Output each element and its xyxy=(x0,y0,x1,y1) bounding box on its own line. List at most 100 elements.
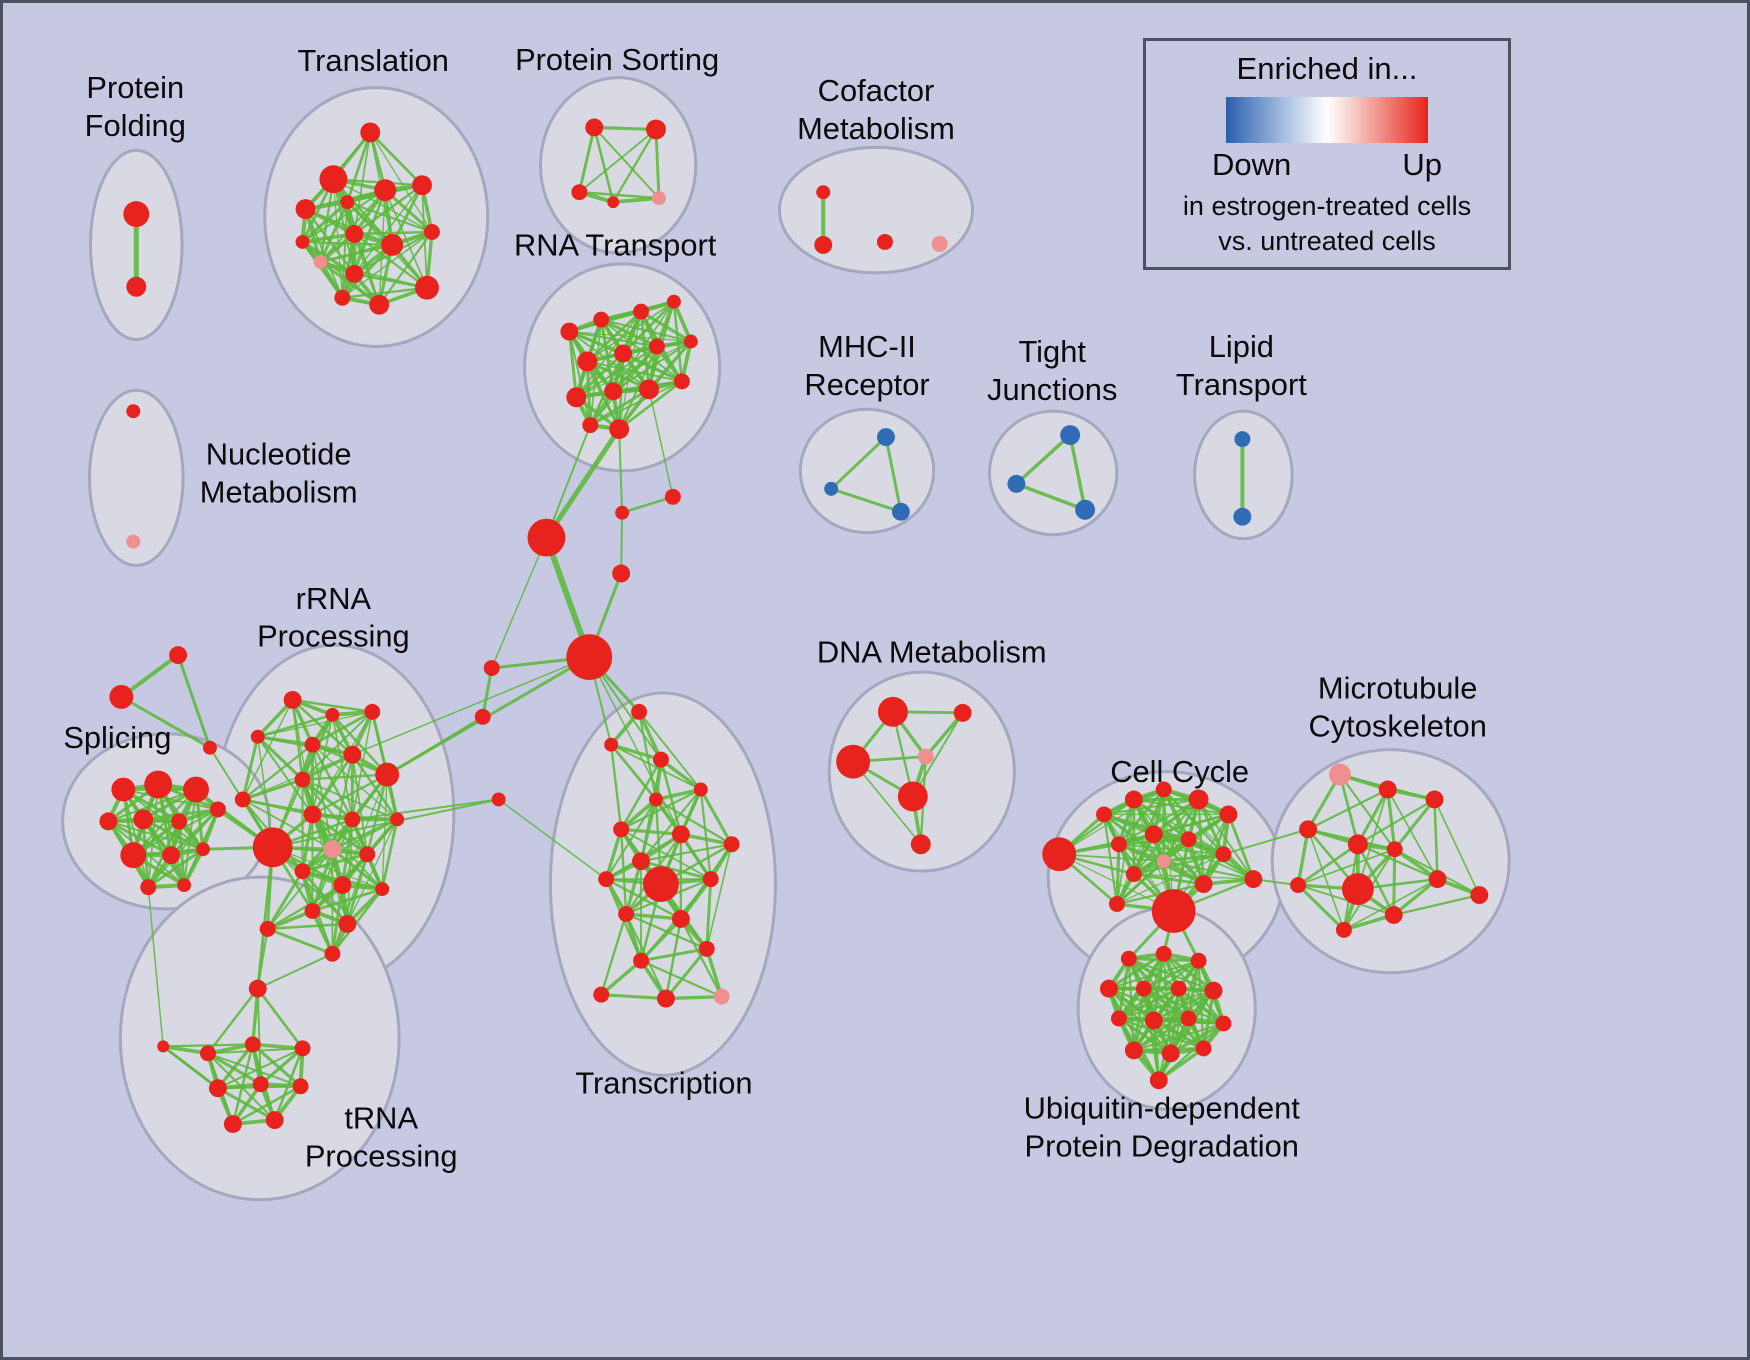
network-edge xyxy=(620,495,675,514)
network-edge xyxy=(353,184,423,275)
network-edge xyxy=(1356,798,1436,846)
network-edge xyxy=(251,1042,305,1051)
network-node xyxy=(713,988,730,1005)
network-node xyxy=(604,382,623,401)
network-edge xyxy=(605,798,657,881)
network-node xyxy=(1428,870,1447,889)
network-edge xyxy=(568,330,592,427)
network-node xyxy=(319,165,348,194)
network-node xyxy=(1470,886,1489,905)
network-node xyxy=(183,776,209,803)
network-edge xyxy=(592,125,658,131)
network-node xyxy=(334,289,351,306)
cluster-label-lipid: Transport xyxy=(1176,367,1307,402)
network-node xyxy=(169,646,188,665)
network-edge xyxy=(1392,847,1397,917)
network-node xyxy=(99,812,118,831)
network-node xyxy=(633,303,650,320)
network-node xyxy=(1156,854,1171,869)
network-edge xyxy=(256,845,275,991)
network-node xyxy=(283,690,302,709)
cluster-label-translation: Translation xyxy=(297,43,449,78)
network-edge xyxy=(351,656,591,756)
network-edge xyxy=(332,178,433,233)
network-node xyxy=(566,387,587,408)
network-edge xyxy=(1107,959,1200,990)
network-node xyxy=(369,294,390,315)
network-edge xyxy=(924,711,965,759)
network-edge xyxy=(639,859,713,881)
network-edge xyxy=(648,388,674,498)
network-edge xyxy=(1132,872,1205,886)
network-node xyxy=(1110,836,1127,853)
cluster-ellipse-mhc xyxy=(798,407,936,535)
network-edge xyxy=(366,773,389,856)
cluster-label-folding: Protein xyxy=(86,70,184,105)
network-node xyxy=(1151,889,1196,933)
network-edge xyxy=(1297,884,1395,916)
network-edge xyxy=(176,653,212,750)
network-edge xyxy=(300,240,356,276)
network-node xyxy=(324,945,341,962)
network-edge xyxy=(1133,873,1254,880)
network-edge xyxy=(266,883,344,931)
network-edge xyxy=(588,656,682,836)
network-node xyxy=(375,882,390,897)
network-edge xyxy=(679,832,713,881)
network-edge xyxy=(599,993,668,1001)
network-node xyxy=(607,196,620,209)
network-node xyxy=(649,792,663,807)
network-edge xyxy=(1296,842,1360,887)
network-node xyxy=(910,834,931,855)
cluster-label-micro: Cytoskeleton xyxy=(1308,708,1486,743)
cluster-label-mhc: Receptor xyxy=(804,367,929,402)
network-edge xyxy=(266,848,334,930)
network-edge xyxy=(1132,853,1225,876)
network-edge xyxy=(1107,952,1166,991)
network-edge xyxy=(705,877,713,951)
cluster-label-mhc: MHC-II xyxy=(818,329,916,364)
network-node xyxy=(1234,431,1251,448)
network-edge xyxy=(1433,798,1439,881)
network-node xyxy=(1335,921,1352,938)
network-node xyxy=(1215,1015,1232,1032)
network-node xyxy=(824,481,839,496)
network-node xyxy=(673,373,690,390)
network-edge xyxy=(589,380,683,427)
network-node xyxy=(664,488,681,505)
network-edge xyxy=(257,711,373,738)
network-edge xyxy=(301,773,389,781)
network-edge xyxy=(586,300,675,363)
network-edge xyxy=(300,812,315,873)
network-edge xyxy=(206,987,259,1055)
network-node xyxy=(614,344,633,363)
network-node xyxy=(1124,790,1143,809)
legend-subtitle-line1: in estrogen-treated cells xyxy=(1182,190,1472,221)
network-node xyxy=(877,696,908,727)
network-edge xyxy=(259,1046,305,1086)
network-edge xyxy=(301,710,374,781)
network-node xyxy=(250,729,265,744)
cluster-label-cofactor: Cofactor xyxy=(818,73,935,108)
network-nodes xyxy=(99,118,1489,1133)
network-node xyxy=(1299,820,1318,839)
network-node xyxy=(1124,1041,1143,1060)
network-node xyxy=(639,379,659,400)
network-node xyxy=(1149,1071,1168,1090)
cluster-label-folding: Folding xyxy=(85,108,186,143)
network-edge xyxy=(578,190,661,200)
network-edge xyxy=(340,243,394,300)
network-edge xyxy=(639,947,709,963)
network-node xyxy=(259,920,276,937)
network-edge xyxy=(1014,433,1072,486)
network-edge xyxy=(311,887,384,913)
network-edge xyxy=(704,947,724,999)
network-node xyxy=(1425,790,1444,809)
network-edge xyxy=(600,912,628,996)
network-node xyxy=(423,224,440,240)
network-edge xyxy=(639,959,723,998)
network-node xyxy=(527,518,566,557)
network-node xyxy=(292,1078,309,1095)
network-edge xyxy=(578,128,657,194)
